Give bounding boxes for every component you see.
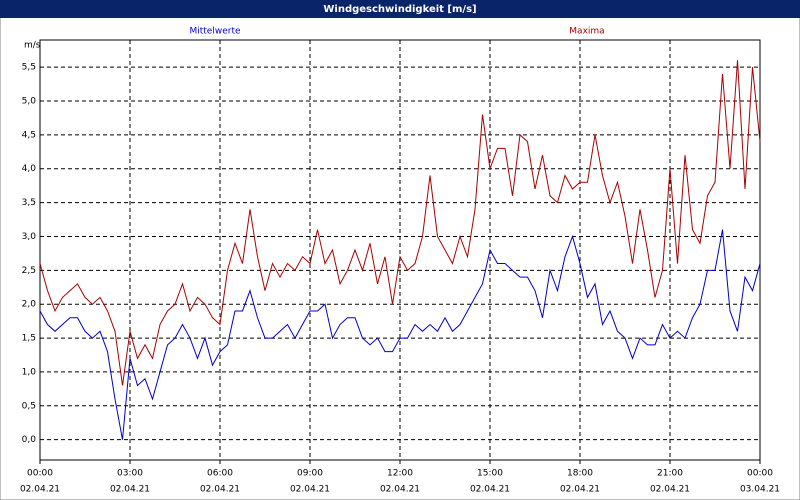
y-tick-label: 1,0 [22, 367, 37, 377]
y-tick-label: 5,0 [22, 96, 37, 106]
x-tick-label: 15:00 [477, 469, 503, 479]
x-tick-label: 02.04.21 [380, 485, 420, 495]
x-tick-label: 02.04.21 [650, 485, 690, 495]
plot-frame [39, 39, 761, 461]
y-tick-label: 0,0 [22, 435, 37, 445]
legend-entry: Mittelwerte [189, 27, 240, 37]
x-tick-label: 18:00 [567, 469, 593, 479]
y-tick-label: 2,0 [22, 300, 37, 310]
y-tick-label: 4,0 [22, 164, 37, 174]
x-tick-label: 03:00 [117, 469, 143, 479]
y-tick-label: 1,5 [22, 334, 36, 344]
x-tick-label: 02.04.21 [470, 485, 510, 495]
y-tick-label: 0,5 [22, 401, 36, 411]
x-tick-label: 02.04.21 [290, 485, 330, 495]
data-line [39, 229, 761, 440]
x-tick-label: 02.04.21 [110, 485, 150, 495]
x-tick-label: 02.04.21 [200, 485, 240, 495]
x-tick-label: 02.04.21 [20, 485, 60, 495]
y-tick-label: 3,0 [22, 232, 37, 242]
y-tick-label: 2,5 [22, 266, 36, 276]
x-tick-label: 21:00 [657, 469, 683, 479]
x-tick-label: 06:00 [207, 469, 233, 479]
x-tick-label: 00:00 [747, 469, 773, 479]
x-tick-label: 12:00 [387, 469, 413, 479]
y-tick-label: 5,5 [22, 63, 36, 73]
title-bar [0, 0, 800, 18]
legend-entry: Maxima [569, 27, 604, 37]
x-tick-label: 03.04.21 [740, 485, 780, 495]
x-tick-label: 00:00 [27, 469, 53, 479]
x-tick-label: 09:00 [297, 469, 323, 479]
y-tick-label: 3,5 [22, 198, 36, 208]
data-line [39, 60, 761, 386]
y-axis-label: m/s [24, 41, 41, 51]
x-tick-label: 02.04.21 [560, 485, 600, 495]
y-tick-label: 4,5 [22, 130, 36, 140]
chart-title: Windgeschwindigkeit [m/s] [323, 4, 476, 15]
